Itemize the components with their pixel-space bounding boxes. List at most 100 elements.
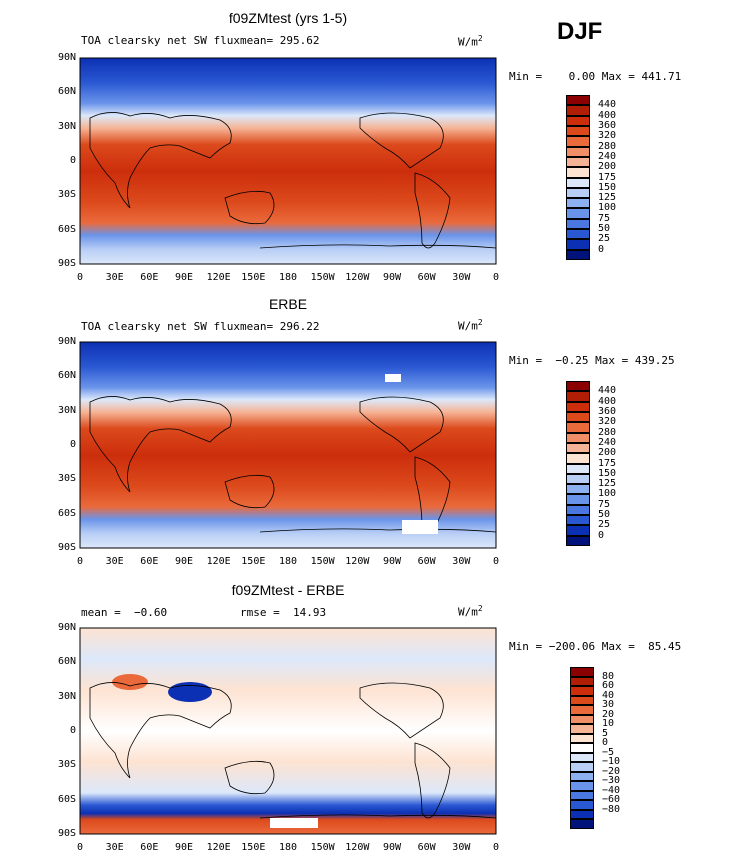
colorbar-swatch [570,800,594,810]
panel-3-europe-anomaly [112,674,148,690]
panel-3-missing-patch [270,818,318,828]
colorbar-swatch [570,743,594,753]
colorbar-label: 200 [598,447,617,459]
colorbar-swatch [570,676,594,687]
colorbar-swatch [566,504,590,516]
x-tick-label: 30E [105,556,124,567]
x-tick-label: 120W [345,556,370,567]
colorbar-swatch [566,136,590,147]
colorbar-swatch [566,156,590,168]
panel-2-frame [79,341,497,549]
colorbar-swatch [570,819,594,829]
panel-1-title: f09ZMtest (yrs 1-5) [228,10,348,26]
colorbar-label: −10 [602,756,621,768]
colorbar-swatch [570,667,594,677]
colorbar-swatch [566,463,590,474]
panel-2-left-label: TOA clearsky net SW flux [81,320,240,333]
y-tick-label: 90N [57,336,76,347]
x-tick-label: 150W [310,272,335,283]
colorbar-swatch [566,249,590,260]
colorbar-swatch [570,762,594,772]
x-tick-label: 150E [241,556,266,567]
y-tick-label: 30N [57,404,76,416]
colorbar-swatch [566,391,590,402]
panel-3-frame [79,627,497,835]
colorbar-label: 100 [598,202,617,214]
y-tick-label: 60S [57,793,76,805]
panel-3-minmax: Min = −200.06 Max = 85.45 [509,640,682,653]
panel-2-field [80,342,496,548]
y-tick-label: 60S [57,507,76,519]
colorbar-label: −80 [602,803,621,815]
colorbar-label: 10 [602,718,615,730]
y-tick-label: 30S [57,189,76,201]
colorbar-swatch [566,401,590,412]
panel-2-missing-patch [402,520,438,534]
x-tick-label: 150E [241,842,266,853]
panel-2-units: W/m2 [458,318,483,333]
colorbar-label: −40 [602,784,621,796]
x-tick-label: 60E [140,556,159,567]
x-tick-label: 90E [174,272,194,283]
colorbar-swatch [566,515,590,526]
x-tick-label: 90E [174,842,194,853]
panel-1-minmax: Min = 0.00 Max = 441.71 [509,70,682,83]
panel-1-colorbar-labels: 440 400 360 320 280 240 200 175 150 125 100 75 50 25 0 [596,95,636,260]
colorbar-label: −5 [602,746,615,758]
colorbar-label: 60 [602,680,615,692]
y-tick-label: 30S [57,473,76,485]
x-tick-label: 120E [206,842,231,853]
panel-1-coastlines [89,112,497,249]
y-tick-label: 0 [69,155,76,166]
y-tick-label: 60S [57,223,76,235]
panel-3-tibet-anomaly [168,682,212,702]
colorbar-label: 75 [598,498,611,510]
colorbar-label: 30 [602,699,615,711]
colorbar-label: 400 [598,109,617,121]
colorbar-swatch [570,686,594,696]
panel-3-coastlines [89,682,497,819]
x-tick-label: 90W [382,272,402,283]
panel-2-coastlines [89,396,497,533]
panel-1-field [80,58,496,264]
colorbar-swatch [566,115,590,126]
colorbar-label: 200 [598,161,617,173]
colorbar-swatch [570,781,594,791]
colorbar-label: 150 [598,181,617,193]
x-tick-label: 120W [345,272,370,283]
colorbar-label: 25 [598,233,611,245]
panel-2-title: ERBE [268,296,308,312]
colorbar-swatch [566,381,590,392]
x-tick-label: 0 [76,842,84,853]
colorbar-swatch [566,473,590,485]
season-label: DJF [557,18,603,45]
panel-3-map [79,627,497,835]
colorbar-label: 240 [598,436,617,448]
colorbar-swatch [566,525,590,536]
colorbar-label: 280 [598,140,617,152]
x-tick-label: 30E [105,842,124,853]
x-tick-label: 90W [382,842,402,853]
colorbar-swatch [566,208,590,219]
colorbar-label: 0 [598,529,605,541]
y-tick-label: 0 [69,725,76,736]
y-tick-label: 90N [57,622,76,633]
x-tick-label: 0 [76,272,84,283]
y-tick-label: 60N [57,656,76,668]
colorbar-swatch [566,239,590,250]
colorbar-swatch [570,724,594,734]
colorbar-swatch [566,218,590,230]
colorbar-label: 25 [598,519,611,531]
colorbar-label: 50 [598,223,611,235]
colorbar-label: 0 [598,243,605,255]
panel-3-rmse-label: rmse = 14.93 [240,606,327,619]
colorbar-label: 125 [598,478,617,490]
y-tick-label: 90S [57,542,76,553]
x-tick-label: 90E [174,556,194,567]
colorbar-swatch [570,790,594,801]
colorbar-label: 175 [598,457,617,469]
y-tick-label: 30S [57,759,76,771]
x-tick-label: 0 [492,842,500,853]
x-tick-label: 180 [278,556,298,567]
x-tick-label: 0 [76,556,84,567]
